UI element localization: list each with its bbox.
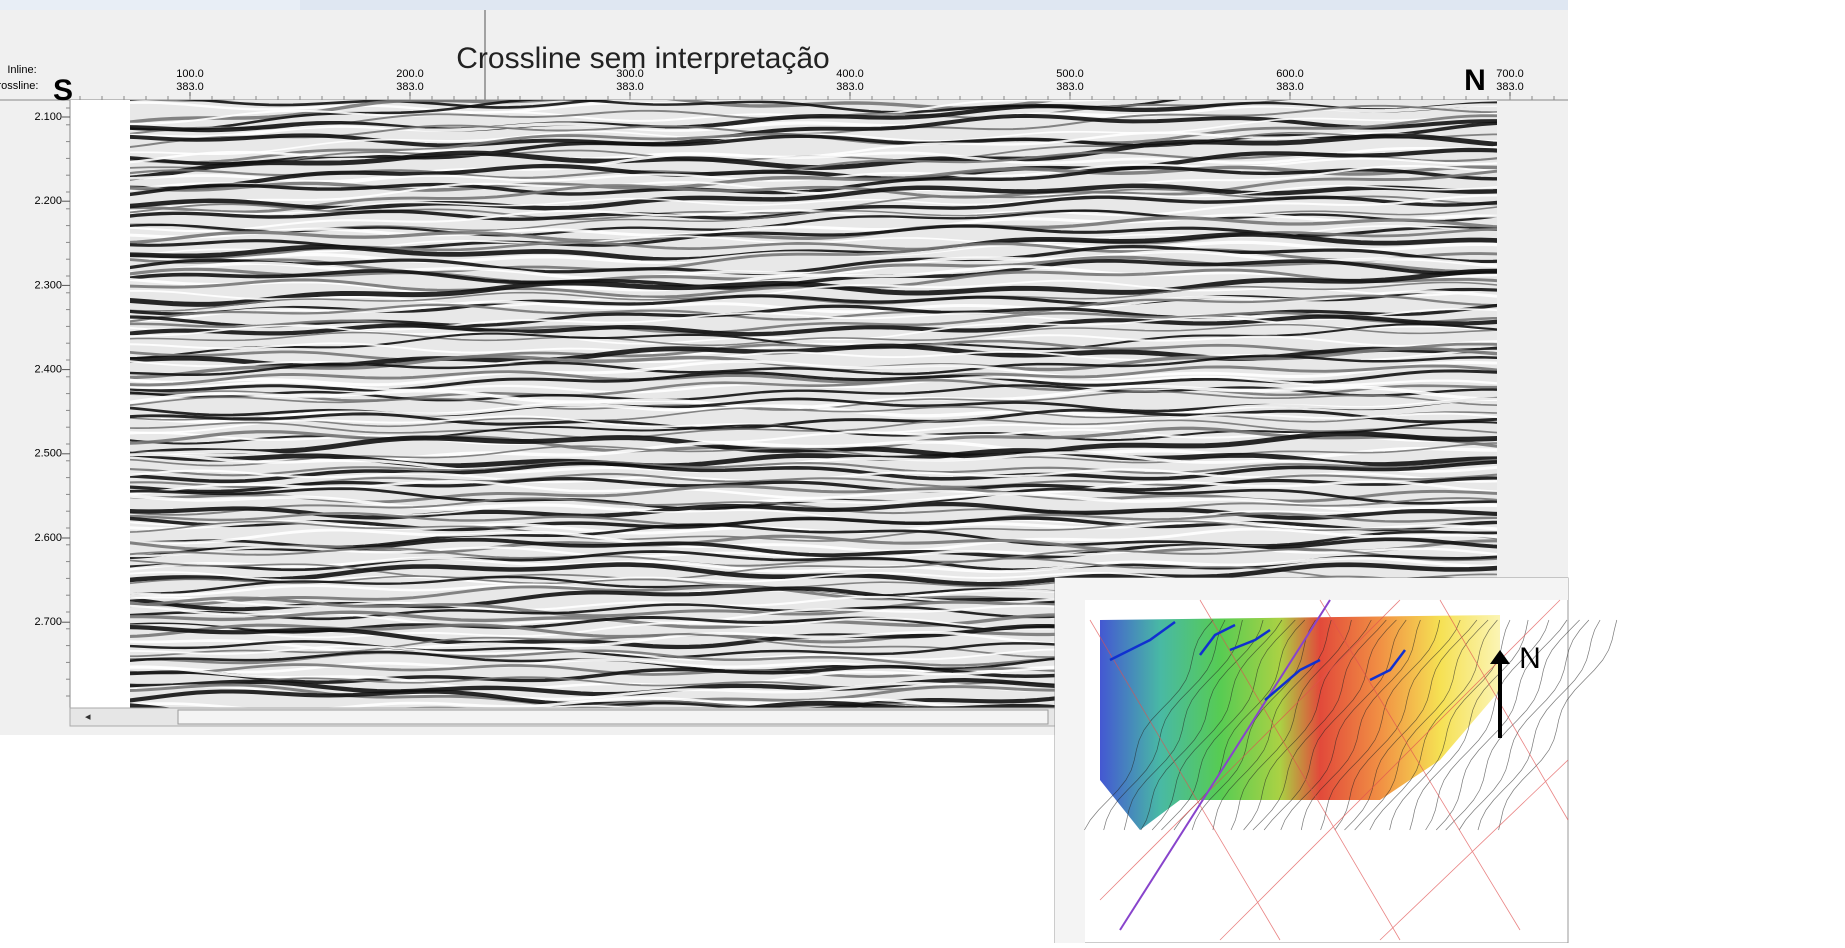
time-tick-label: 2.100 <box>34 111 62 123</box>
inline-tick-label: 200.0 <box>396 68 424 80</box>
page: ◂ Inline: Crossline: S N Crossline sem i… <box>0 0 1845 943</box>
time-tick-label: 2.300 <box>34 279 62 291</box>
time-tick-label: 2.200 <box>34 195 62 207</box>
compass-label: S <box>53 74 73 107</box>
inline-tick-label: 500.0 <box>1056 68 1084 80</box>
crossline-tick-label: 383.0 <box>1276 81 1304 93</box>
time-tick-label: 2.500 <box>34 448 62 460</box>
crossline-tick-label: 383.0 <box>1056 81 1084 93</box>
inline-tick-label: 700.0 <box>1496 68 1524 80</box>
screenshot: ◂ Inline: Crossline: S N Crossline sem i… <box>0 0 1845 943</box>
inline-tick-label: 600.0 <box>1276 68 1304 80</box>
time-tick-label: 2.400 <box>34 364 62 376</box>
tab-strip <box>0 0 300 10</box>
crossline-tick-label: 383.0 <box>176 81 204 93</box>
row-label: Inline: <box>7 64 36 76</box>
crossline-tick-label: 383.0 <box>396 81 424 93</box>
crossline-tick-label: 383.0 <box>1496 81 1524 93</box>
scroll-arrow[interactable]: ◂ <box>85 711 91 723</box>
inline-tick-label: 400.0 <box>836 68 864 80</box>
compass-label: N <box>1464 64 1486 97</box>
time-tick-label: 2.700 <box>34 616 62 628</box>
time-tick-label: 2.600 <box>34 532 62 544</box>
inline-tick-label: 100.0 <box>176 68 204 80</box>
map-north-label: N <box>1519 642 1541 675</box>
scroll-thumb[interactable] <box>178 710 1048 724</box>
inline-tick-label: 300.0 <box>616 68 644 80</box>
crossline-tick-label: 383.0 <box>836 81 864 93</box>
crossline-tick-label: 383.0 <box>616 81 644 93</box>
row-label: Crossline: <box>0 80 38 92</box>
inset-map: N <box>1055 578 1617 943</box>
tab-strip <box>300 0 1568 10</box>
